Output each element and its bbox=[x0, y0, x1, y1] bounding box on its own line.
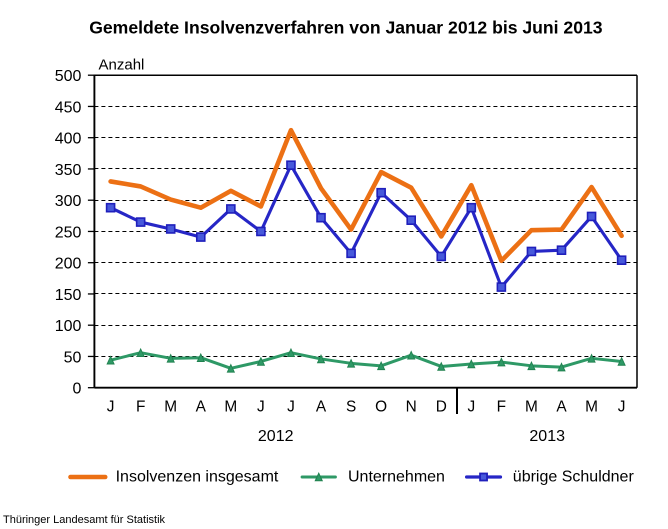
svg-text:M: M bbox=[525, 399, 538, 416]
svg-text:übrige Schuldner: übrige Schuldner bbox=[513, 469, 635, 486]
svg-text:500: 500 bbox=[55, 68, 82, 85]
svg-text:Gemeldete Insolvenzverfahren v: Gemeldete Insolvenzverfahren von Januar … bbox=[89, 18, 603, 38]
svg-text:250: 250 bbox=[55, 224, 82, 241]
svg-text:100: 100 bbox=[55, 318, 82, 335]
svg-text:A: A bbox=[316, 399, 327, 416]
svg-text:300: 300 bbox=[55, 193, 82, 210]
svg-text:2012: 2012 bbox=[258, 428, 294, 445]
svg-text:F: F bbox=[136, 399, 145, 416]
svg-text:Insolvenzen insgesamt: Insolvenzen insgesamt bbox=[116, 469, 279, 486]
svg-text:J: J bbox=[467, 399, 475, 416]
svg-text:F: F bbox=[497, 399, 506, 416]
svg-text:J: J bbox=[107, 399, 115, 416]
svg-text:Unternehmen: Unternehmen bbox=[348, 469, 445, 486]
svg-text:Thüringer Landesamt für Statis: Thüringer Landesamt für Statistik bbox=[3, 514, 166, 526]
svg-text:J: J bbox=[287, 399, 295, 416]
svg-text:450: 450 bbox=[55, 99, 82, 116]
svg-text:M: M bbox=[164, 399, 177, 416]
svg-text:Anzahl: Anzahl bbox=[99, 56, 145, 73]
svg-text:200: 200 bbox=[55, 256, 82, 273]
svg-text:O: O bbox=[375, 399, 387, 416]
svg-text:M: M bbox=[585, 399, 598, 416]
svg-text:A: A bbox=[196, 399, 207, 416]
svg-text:M: M bbox=[224, 399, 237, 416]
svg-text:S: S bbox=[346, 399, 356, 416]
svg-text:J: J bbox=[257, 399, 265, 416]
svg-text:2013: 2013 bbox=[529, 428, 565, 445]
svg-text:J: J bbox=[618, 399, 626, 416]
svg-text:0: 0 bbox=[72, 381, 81, 398]
svg-text:150: 150 bbox=[55, 287, 82, 304]
svg-text:A: A bbox=[556, 399, 567, 416]
svg-text:400: 400 bbox=[55, 131, 82, 148]
svg-text:D: D bbox=[436, 399, 447, 416]
svg-text:N: N bbox=[406, 399, 417, 416]
svg-text:350: 350 bbox=[55, 162, 82, 179]
svg-text:50: 50 bbox=[64, 349, 82, 366]
